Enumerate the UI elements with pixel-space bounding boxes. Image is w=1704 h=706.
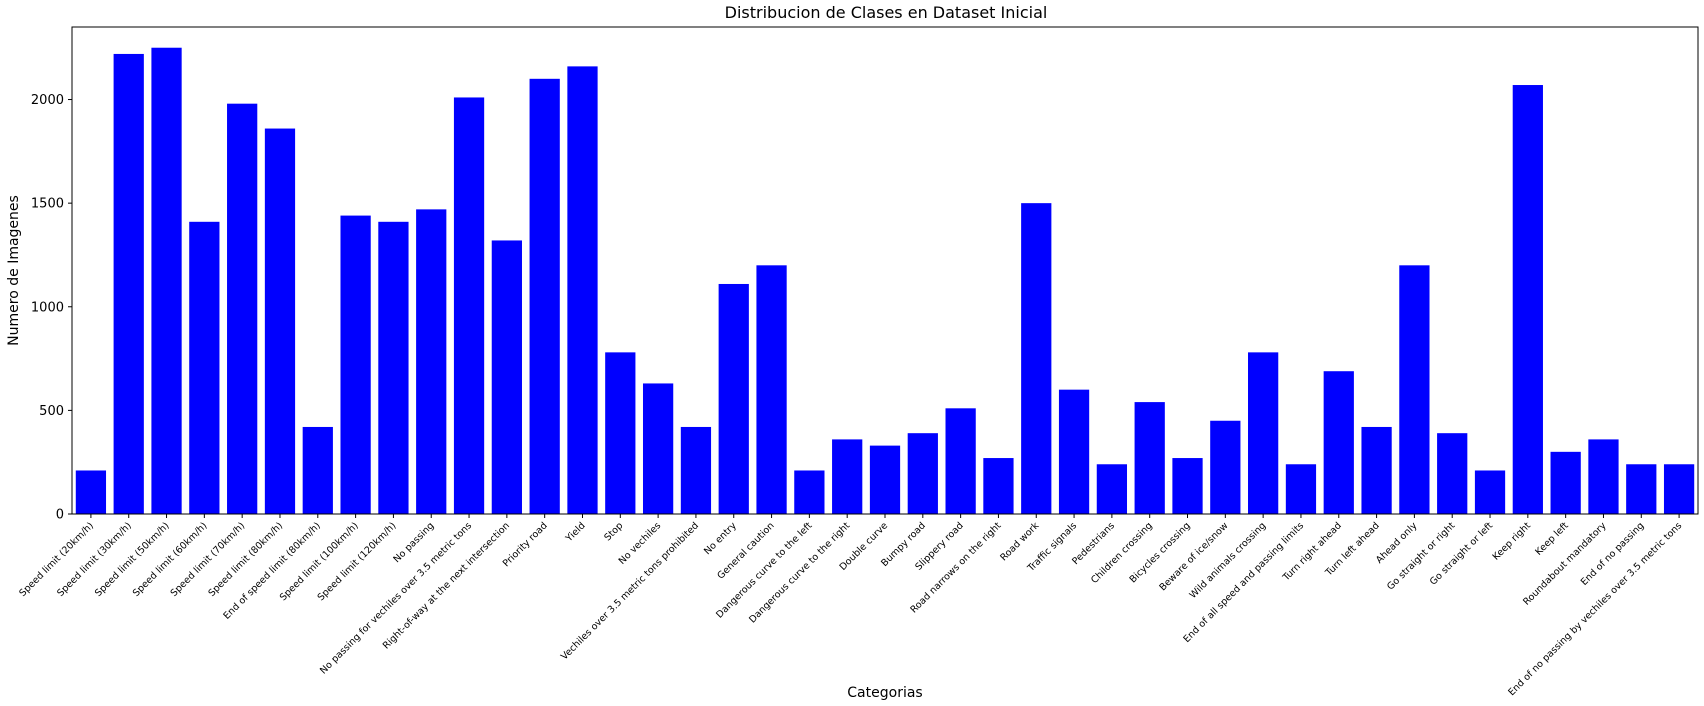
- x-tick-label: Speed limit (80km/h): [206, 520, 285, 599]
- bar: [1134, 402, 1165, 514]
- x-tick-label: End of no passing: [1579, 520, 1647, 588]
- bar: [378, 221, 409, 515]
- bar: [794, 470, 825, 514]
- x-tick-label: Go straight or left: [1428, 520, 1495, 587]
- bar: [983, 458, 1014, 514]
- chart-title: Distribucion de Clases en Dataset Inicia…: [725, 3, 1048, 22]
- bar: [1285, 464, 1317, 514]
- x-tick-label: Go straight or right: [1385, 520, 1457, 592]
- bar: [832, 439, 863, 514]
- x-tick-label: Wild animals crossing: [1188, 520, 1269, 601]
- bar: [1550, 451, 1581, 514]
- bar: [340, 215, 371, 514]
- plot-frame: [71, 26, 1699, 515]
- x-tick-label: Vechiles over 3.5 metric tons prohibited: [559, 520, 701, 662]
- bar: [227, 103, 258, 514]
- x-tick-label: Speed limit (120km/h): [316, 520, 399, 603]
- x-tick-label: Speed limit (60km/h): [131, 520, 210, 599]
- bar: [1323, 371, 1354, 514]
- bar: [680, 426, 712, 514]
- y-axis: 0 500 1000 1500 2000: [31, 93, 72, 523]
- bar: [1437, 433, 1468, 514]
- bar: [491, 240, 522, 515]
- bar: [1474, 470, 1506, 514]
- bar: [75, 470, 107, 514]
- bar: [529, 78, 560, 515]
- bar: [264, 128, 296, 514]
- x-tick-label: No entry: [702, 520, 739, 557]
- x-tick-label: Keep left: [1533, 520, 1571, 558]
- x-tick-label: Speed limit (50km/h): [93, 520, 172, 599]
- bar: [756, 265, 787, 514]
- bar: [302, 426, 333, 514]
- bar: [1588, 439, 1619, 514]
- y-axis-label: Numero de Imagenes: [6, 195, 22, 346]
- bar: [1210, 420, 1241, 514]
- bar: [1021, 203, 1052, 515]
- bar: [1058, 389, 1090, 514]
- bar: [113, 53, 144, 514]
- x-axis-label: Categorias: [847, 685, 922, 701]
- x-axis: Speed limit (20km/h)Speed limit (30km/h)…: [17, 514, 1684, 698]
- x-tick-label: Beware of ice/snow: [1158, 520, 1231, 593]
- bar: [907, 433, 938, 514]
- bar: [1172, 458, 1203, 514]
- bar: [1361, 426, 1392, 514]
- x-tick-label: Speed limit (70km/h): [169, 520, 248, 599]
- bar: [642, 383, 674, 514]
- bar: [945, 408, 976, 514]
- x-tick-label: Speed limit (20km/h): [17, 520, 96, 599]
- y-tick-label: 0: [56, 508, 64, 523]
- x-tick-label: Speed limit (30km/h): [55, 520, 134, 599]
- bar: [416, 209, 447, 514]
- x-tick-label: Stop: [602, 520, 625, 543]
- bar: [151, 47, 182, 515]
- bar: [567, 66, 598, 515]
- y-tick-label: 1000: [31, 300, 64, 315]
- bar: [1096, 464, 1128, 514]
- bar: [1512, 85, 1543, 514]
- bar: [189, 221, 220, 515]
- bar: [1399, 265, 1430, 514]
- x-tick-label: Yield: [563, 520, 587, 544]
- bar: [869, 445, 901, 514]
- y-tick-label: 500: [39, 404, 64, 419]
- bar: [1248, 352, 1279, 514]
- bars: [75, 47, 1695, 515]
- x-tick-label: End of no passing by vechiles over 3.5 m…: [1506, 520, 1684, 698]
- bar: [453, 97, 485, 515]
- bar: [1663, 464, 1695, 514]
- bar: [605, 352, 636, 514]
- y-tick-label: 1500: [31, 197, 64, 212]
- y-tick-label: 2000: [31, 93, 64, 108]
- bar: [718, 283, 749, 514]
- bar: [1626, 464, 1657, 514]
- x-tick-label: Keep right: [1491, 520, 1533, 562]
